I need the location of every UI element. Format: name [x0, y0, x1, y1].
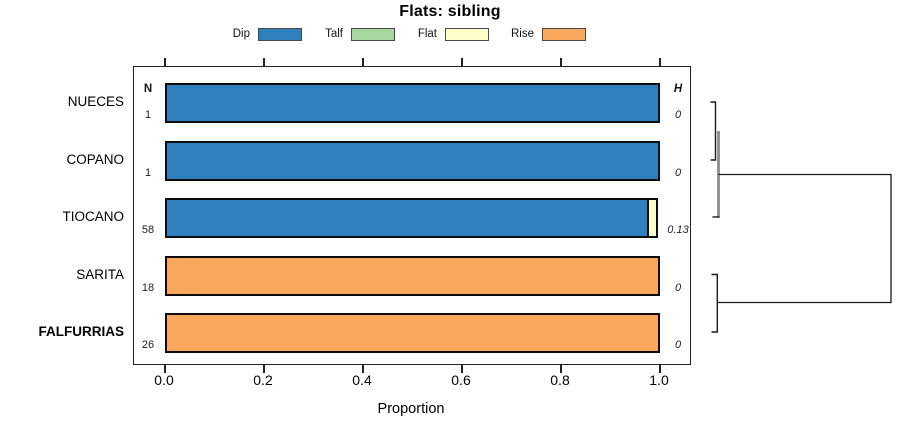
row-label-sarita: SARITA [76, 266, 124, 282]
stacked-bar [165, 83, 660, 123]
x-tick-label: 0.2 [253, 372, 273, 388]
chart-title: Flats: sibling [399, 3, 501, 20]
bar-segment-dip [165, 83, 660, 123]
x-tick [164, 365, 166, 373]
n-value: 1 [144, 166, 152, 179]
bar-row-falfurrias: 26 0 [134, 313, 692, 353]
legend-label: Dip [232, 28, 250, 40]
legend-swatch-dip [258, 27, 302, 41]
x-tick [461, 58, 463, 66]
legend-label: Talf [325, 28, 343, 40]
x-tick [263, 58, 265, 66]
h-value: 0.13 [667, 224, 689, 236]
dendrogram [710, 101, 892, 333]
plot-area: N H 1 0 1 0 58 0.13 18 0 26 0 [133, 58, 692, 373]
bar-segment-rise [165, 255, 660, 296]
x-tick-label: 1.0 [649, 372, 669, 388]
x-tick [164, 58, 166, 66]
stacked-bar [165, 198, 660, 238]
x-tick [362, 365, 364, 373]
legend-swatch-flat [445, 27, 489, 41]
dendrogram-merge-nueces-copano [710, 101, 717, 161]
h-column-header: H [673, 83, 683, 95]
h-value: 0 [674, 339, 682, 351]
bar-segment-rise [165, 313, 660, 353]
legend-swatch-rise [542, 27, 586, 41]
x-tick-label: 0.6 [451, 372, 471, 388]
bar-segment-dip [165, 198, 650, 238]
n-value: 18 [141, 281, 155, 294]
x-tick-label: 0.8 [550, 372, 570, 388]
n-value: 58 [141, 224, 155, 236]
bar-segment-dip [165, 140, 660, 181]
legend-item-rise: Rise [474, 26, 586, 42]
bar-segment-flat [647, 198, 658, 238]
x-tick [560, 365, 562, 373]
stacked-bar [165, 313, 660, 353]
dendrogram-merge-sarita-falfurrias [711, 273, 718, 333]
stacked-bar [165, 140, 660, 181]
row-label-tiocano: TIOCANO [62, 209, 124, 224]
x-tick [659, 365, 661, 373]
x-tick [560, 58, 562, 66]
x-tick-label: 0.4 [352, 372, 372, 388]
row-label-falfurrias: FALFURRIAS [38, 324, 125, 339]
row-label-copano: COPANO [66, 151, 124, 167]
bar-row-nueces: 1 0 [134, 83, 692, 123]
x-axis-title: Proportion [377, 401, 445, 417]
legend-item-talf: Talf [283, 26, 395, 42]
h-value: 0 [674, 166, 682, 179]
legend-item-flat: Flat [377, 26, 489, 42]
row-label-nueces: NUECES [67, 94, 124, 109]
h-value: 0 [674, 281, 682, 294]
legend-swatch-talf [351, 27, 395, 41]
bar-row-sarita: 18 0 [134, 255, 692, 296]
stacked-bar [165, 255, 660, 296]
h-value: 0 [674, 109, 682, 121]
legend-label: Rise [510, 28, 534, 40]
bar-row-tiocano: 58 0.13 [134, 198, 692, 238]
x-tick [659, 58, 661, 66]
bar-row-copano: 1 0 [134, 140, 692, 181]
n-column-header: N [143, 83, 153, 95]
x-tick [263, 365, 265, 373]
legend-item-dip: Dip [190, 26, 302, 42]
n-value: 26 [141, 339, 155, 351]
n-value: 1 [144, 109, 152, 121]
x-tick [362, 58, 364, 66]
x-tick-label: 0.0 [154, 372, 174, 388]
x-tick [461, 365, 463, 373]
legend-label: Flat [417, 28, 437, 40]
dendrogram-root-link [718, 173, 892, 304]
